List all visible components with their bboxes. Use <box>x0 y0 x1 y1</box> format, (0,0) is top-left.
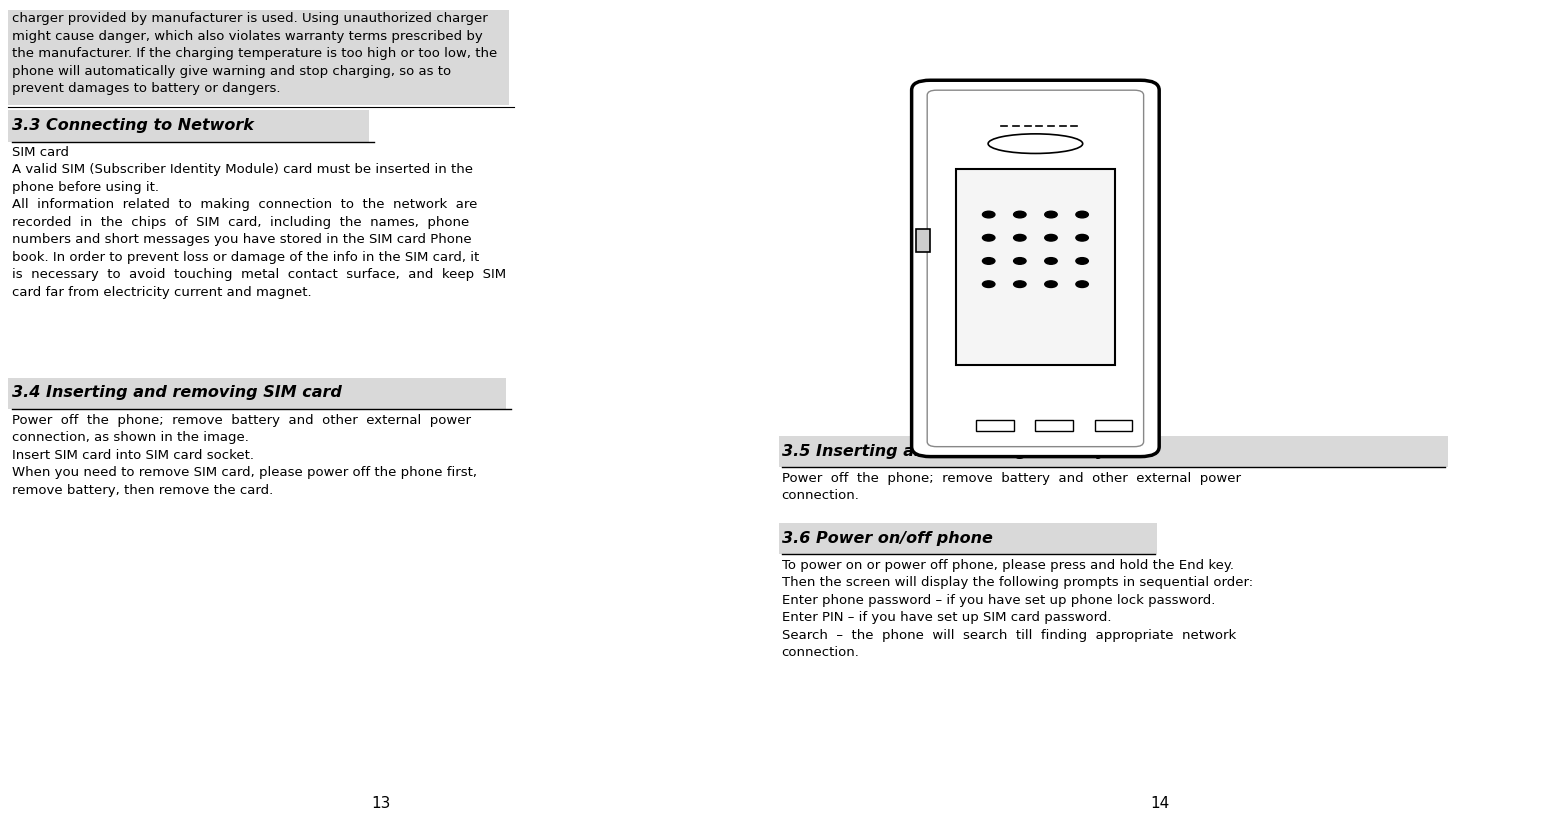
Circle shape <box>1045 282 1057 288</box>
Circle shape <box>982 235 995 242</box>
Circle shape <box>1076 258 1088 265</box>
Circle shape <box>982 258 995 265</box>
Circle shape <box>982 282 995 288</box>
Text: To power on or power off phone, please press and hold the End key.
Then the scre: To power on or power off phone, please p… <box>782 558 1253 658</box>
Text: 3.4 Inserting and removing SIM card: 3.4 Inserting and removing SIM card <box>12 385 343 400</box>
Circle shape <box>1076 212 1088 219</box>
Bar <box>916 229 931 253</box>
Text: 13: 13 <box>372 795 391 810</box>
Text: 3.5 Inserting and removing memory card: 3.5 Inserting and removing memory card <box>782 443 1152 458</box>
Bar <box>976 421 1014 431</box>
Circle shape <box>1045 235 1057 242</box>
Text: SIM card
A valid SIM (Subscriber Identity Module) card must be inserted in the
p: SIM card A valid SIM (Subscriber Identit… <box>12 146 506 299</box>
Circle shape <box>1076 235 1088 242</box>
Circle shape <box>982 212 995 219</box>
Circle shape <box>1076 282 1088 288</box>
Text: charger provided by manufacturer is used. Using unauthorized charger
might cause: charger provided by manufacturer is used… <box>12 12 498 95</box>
Bar <box>778 436 1448 468</box>
Bar <box>8 378 506 410</box>
Circle shape <box>1045 258 1057 265</box>
Bar <box>778 523 1157 555</box>
Circle shape <box>1014 212 1026 219</box>
FancyBboxPatch shape <box>912 81 1158 457</box>
Circle shape <box>1014 258 1026 265</box>
Text: Power  off  the  phone;  remove  battery  and  other  external  power
connection: Power off the phone; remove battery and … <box>12 413 478 496</box>
Bar <box>8 111 369 142</box>
Circle shape <box>1014 282 1026 288</box>
Text: 14: 14 <box>1151 795 1169 810</box>
Circle shape <box>1014 235 1026 242</box>
Bar <box>956 170 1115 365</box>
Bar <box>1095 421 1132 431</box>
Ellipse shape <box>989 135 1082 154</box>
Text: 3.6 Power on/off phone: 3.6 Power on/off phone <box>782 530 992 545</box>
Bar <box>8 11 509 106</box>
Text: Power  off  the  phone;  remove  battery  and  other  external  power
connection: Power off the phone; remove battery and … <box>782 471 1241 502</box>
Circle shape <box>1045 212 1057 219</box>
Text: 3.3 Connecting to Network: 3.3 Connecting to Network <box>12 118 260 132</box>
Bar <box>1035 421 1073 431</box>
